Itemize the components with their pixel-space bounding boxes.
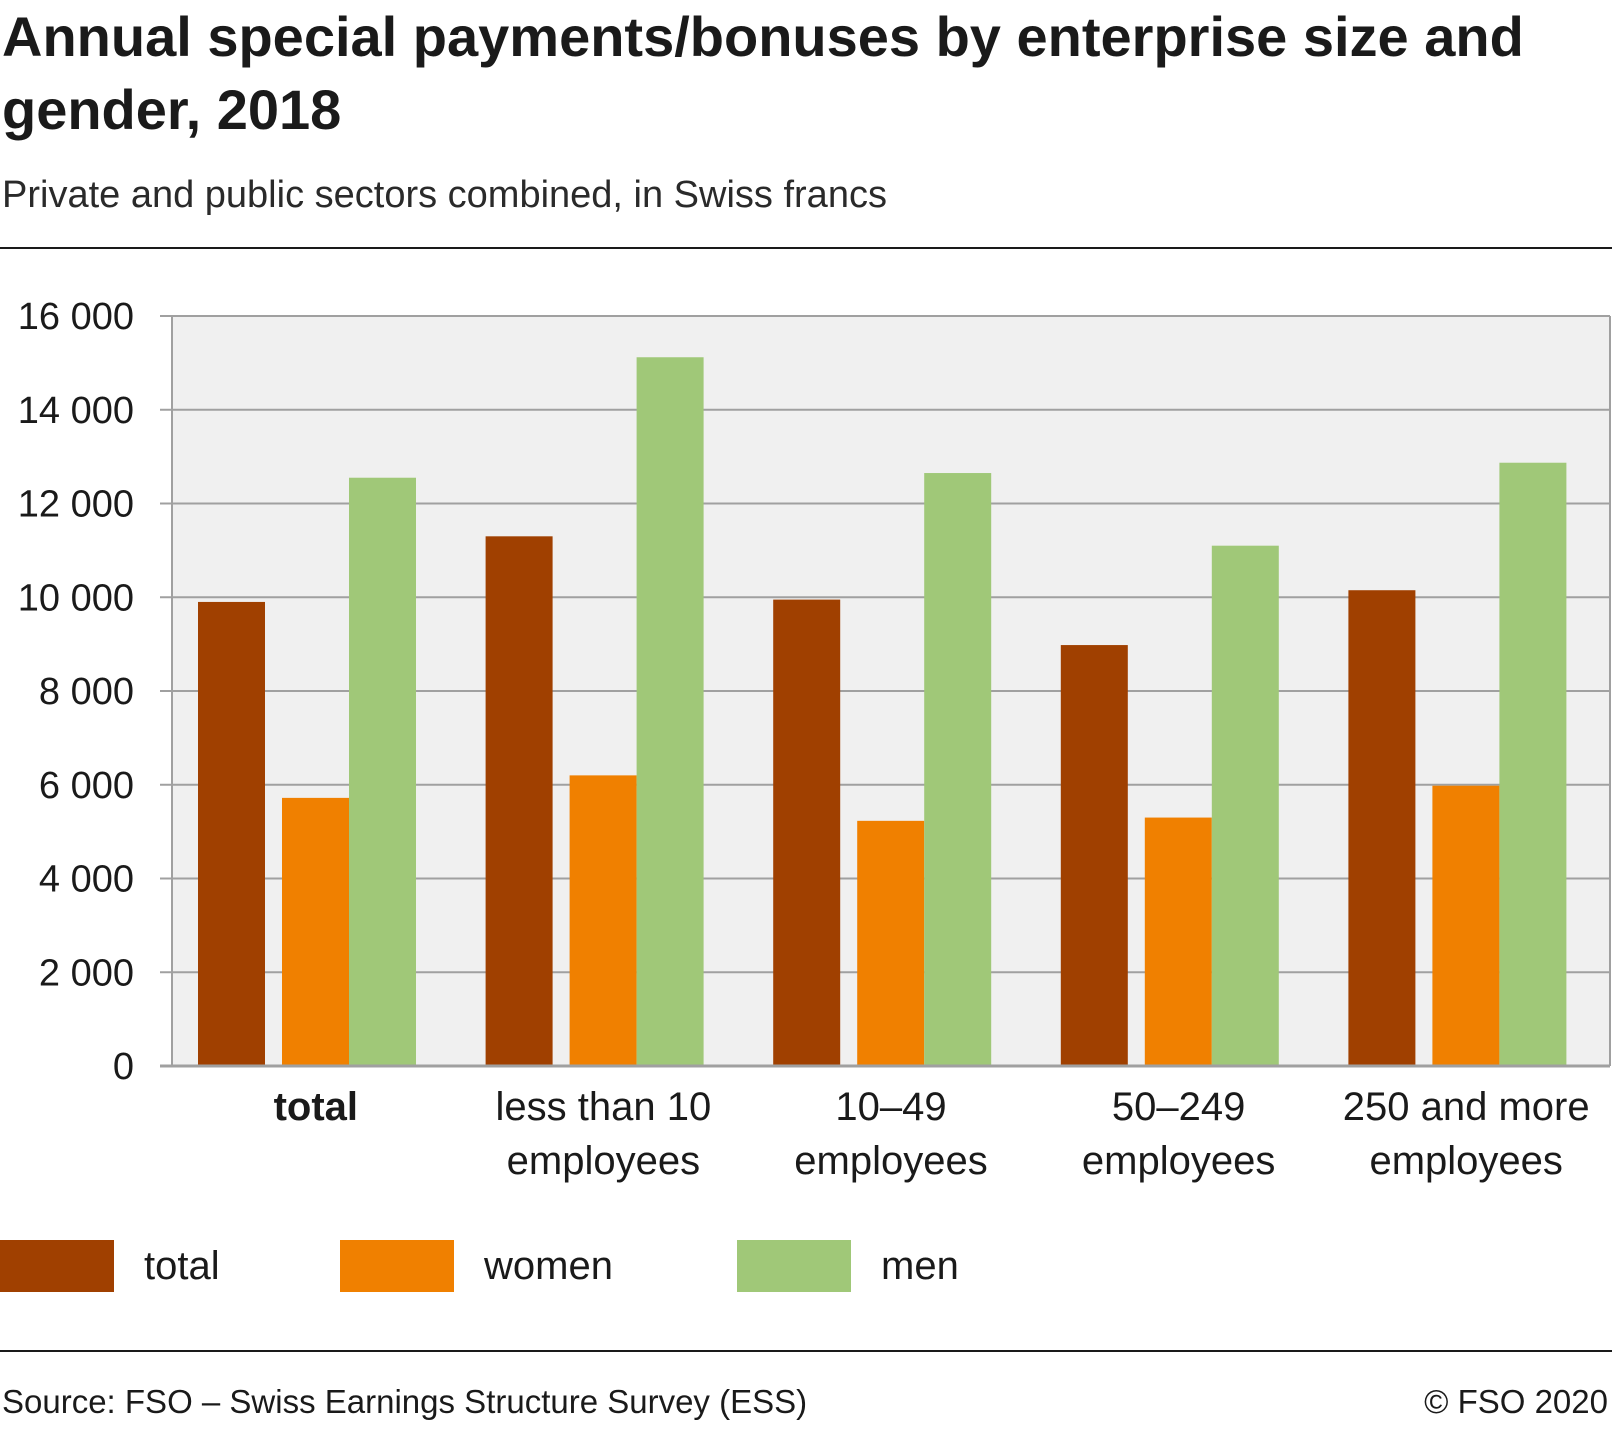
bar-women <box>1144 817 1212 1066</box>
legend-swatch-total <box>0 1240 114 1292</box>
x-tick-label: 50–249 <box>1112 1085 1245 1129</box>
y-tick-label: 10 000 <box>18 577 134 619</box>
bar-men <box>1211 545 1279 1066</box>
bar-chart: 0 2 000 4 000 6 000 8 000 10 000 12 000 14 000 1… <box>18 296 1611 1183</box>
bar-women <box>857 820 925 1066</box>
y-tick-label: 12 000 <box>18 484 134 526</box>
legend-swatch-men <box>737 1240 851 1292</box>
x-tick-label: less than 10 <box>496 1085 712 1129</box>
x-tick-label: employees <box>1082 1139 1275 1183</box>
x-tick-label: employees <box>1369 1139 1562 1183</box>
y-tick-label: 2 000 <box>39 952 134 994</box>
bar-total <box>1348 590 1416 1066</box>
y-tick-label: 16 000 <box>18 296 134 338</box>
bottom-divider <box>0 1350 1612 1352</box>
y-tick-label: 8 000 <box>39 671 134 713</box>
x-tick-label: 10–49 <box>835 1085 946 1129</box>
top-divider <box>0 247 1612 249</box>
bar-total <box>198 601 265 1066</box>
bar-women <box>282 797 349 1066</box>
legend-swatch-women <box>340 1240 454 1292</box>
bar-men <box>349 477 416 1066</box>
legend-label-total: total <box>144 1244 220 1288</box>
bar-men <box>1499 462 1567 1066</box>
bar-women <box>569 775 637 1066</box>
source-note: Source: FSO – Swiss Earnings Structure S… <box>2 1383 808 1420</box>
y-tick-label: 0 <box>113 1046 134 1088</box>
y-tick-label: 6 000 <box>39 765 134 807</box>
chart-subtitle: Private and public sectors combined, in … <box>2 174 887 216</box>
x-tick-label: total <box>274 1085 358 1129</box>
x-tick-label: employees <box>794 1139 987 1183</box>
chart-title: Annual special payments/bonuses by enter… <box>2 5 1524 141</box>
y-tick-label: 4 000 <box>39 859 134 901</box>
x-tick-label: employees <box>507 1139 700 1183</box>
bar-men <box>924 473 992 1066</box>
bar-women <box>1432 785 1500 1066</box>
bar-total <box>773 599 841 1066</box>
copyright-note: © FSO 2020 <box>1424 1383 1608 1420</box>
legend: total women men <box>0 1240 1612 1292</box>
legend-label-women: women <box>484 1244 613 1288</box>
bar-men <box>636 357 704 1066</box>
bar-total <box>1060 645 1128 1066</box>
y-tick-label: 14 000 <box>18 390 134 432</box>
bar-total <box>485 536 553 1066</box>
x-tick-label: 250 and more <box>1343 1085 1590 1129</box>
legend-label-men: men <box>881 1244 959 1288</box>
